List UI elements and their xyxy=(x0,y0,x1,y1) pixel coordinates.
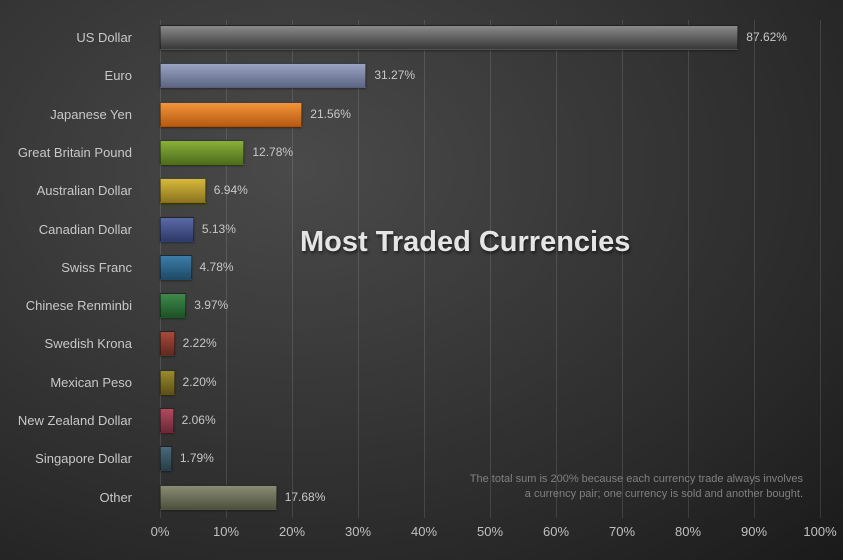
x-tick-label: 20% xyxy=(279,524,305,539)
x-tick-label: 60% xyxy=(543,524,569,539)
bar-row: Chinese Renminbi3.97% xyxy=(160,293,820,318)
category-label: Australian Dollar xyxy=(0,178,132,203)
value-label: 3.97% xyxy=(194,293,228,318)
category-label: Mexican Peso xyxy=(0,370,132,395)
bar-row: Mexican Peso2.20% xyxy=(160,370,820,395)
x-tick-label: 70% xyxy=(609,524,635,539)
footnote-line1: The total sum is 200% because each curre… xyxy=(470,473,803,485)
bar xyxy=(160,370,175,395)
bar xyxy=(160,178,206,203)
bar xyxy=(160,140,244,165)
bar-row: Australian Dollar6.94% xyxy=(160,178,820,203)
x-tick-label: 10% xyxy=(213,524,239,539)
value-label: 4.78% xyxy=(200,255,234,280)
value-label: 12.78% xyxy=(252,140,293,165)
chart-plot-area: US Dollar87.62% Euro31.27% Japanese Yen21.… xyxy=(160,20,820,518)
gridline xyxy=(820,20,821,518)
value-label: 2.22% xyxy=(183,331,217,356)
value-label: 2.06% xyxy=(182,408,216,433)
bar-row: New Zealand Dollar2.06% xyxy=(160,408,820,433)
category-label: Euro xyxy=(0,63,132,88)
bar xyxy=(160,293,186,318)
category-label: Swedish Krona xyxy=(0,331,132,356)
bar xyxy=(160,217,194,242)
bar-row: Swedish Krona2.22% xyxy=(160,331,820,356)
x-tick-label: 30% xyxy=(345,524,371,539)
chart-footnote: The total sum is 200% because each curre… xyxy=(470,472,803,502)
chart-title: Most Traded Currencies xyxy=(300,226,630,259)
x-tick-label: 80% xyxy=(675,524,701,539)
x-axis: 0%10%20%30%40%50%60%70%80%90%100% xyxy=(160,518,820,548)
value-label: 31.27% xyxy=(374,63,415,88)
footnote-line2: a currency pair; one currency is sold an… xyxy=(525,488,803,500)
bar-row: Singapore Dollar1.79% xyxy=(160,446,820,471)
x-tick-label: 50% xyxy=(477,524,503,539)
category-label: Great Britain Pound xyxy=(0,140,132,165)
x-tick-label: 0% xyxy=(151,524,170,539)
bar-row: US Dollar87.62% xyxy=(160,25,820,50)
value-label: 6.94% xyxy=(214,178,248,203)
category-label: Chinese Renminbi xyxy=(0,293,132,318)
category-label: US Dollar xyxy=(0,25,132,50)
bar xyxy=(160,63,366,88)
value-label: 21.56% xyxy=(310,102,351,127)
bar xyxy=(160,408,174,433)
value-label: 2.20% xyxy=(183,370,217,395)
bar-row: Japanese Yen21.56% xyxy=(160,102,820,127)
bar-row: Great Britain Pound12.78% xyxy=(160,140,820,165)
x-tick-label: 40% xyxy=(411,524,437,539)
value-label: 5.13% xyxy=(202,217,236,242)
category-label: Other xyxy=(0,485,132,510)
bar xyxy=(160,102,302,127)
category-label: Swiss Franc xyxy=(0,255,132,280)
bar xyxy=(160,485,277,510)
value-label: 1.79% xyxy=(180,446,214,471)
category-label: New Zealand Dollar xyxy=(0,408,132,433)
category-label: Singapore Dollar xyxy=(0,446,132,471)
bar xyxy=(160,331,175,356)
category-label: Japanese Yen xyxy=(0,102,132,127)
value-label: 17.68% xyxy=(285,485,326,510)
bar xyxy=(160,446,172,471)
bar xyxy=(160,255,192,280)
x-tick-label: 100% xyxy=(803,524,836,539)
bar-row: Euro31.27% xyxy=(160,63,820,88)
category-label: Canadian Dollar xyxy=(0,217,132,242)
x-tick-label: 90% xyxy=(741,524,767,539)
bar xyxy=(160,25,738,50)
value-label: 87.62% xyxy=(746,25,787,50)
